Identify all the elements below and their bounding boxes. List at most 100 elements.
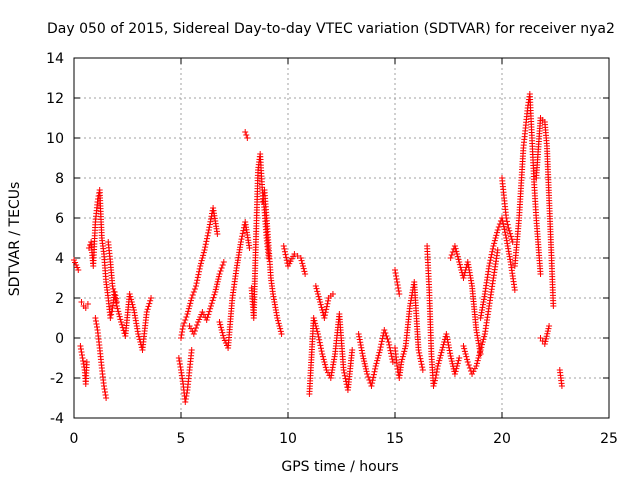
data-point	[135, 333, 142, 340]
data-point	[127, 293, 134, 300]
data-point	[371, 368, 378, 375]
data-point	[342, 375, 349, 382]
data-point	[323, 367, 330, 373]
data-point	[393, 273, 400, 279]
data-point	[323, 306, 330, 313]
data-point	[376, 349, 383, 356]
data-point	[203, 238, 210, 245]
data-point	[316, 296, 323, 303]
data-point	[374, 355, 381, 361]
y-axis-label: SDTVAR / TECUs	[7, 182, 23, 297]
data-point	[373, 360, 380, 367]
data-point	[358, 344, 365, 351]
data-point	[393, 276, 400, 282]
data-point	[394, 363, 401, 369]
data-point	[455, 256, 462, 263]
data-point	[207, 218, 214, 225]
data-point	[374, 357, 381, 364]
data-point	[101, 386, 108, 392]
data-point	[315, 293, 322, 300]
data-point	[355, 331, 362, 337]
data-point	[178, 335, 184, 341]
data-point	[460, 343, 467, 349]
data-point	[314, 288, 321, 295]
data-point	[364, 371, 371, 377]
data-point	[114, 305, 121, 312]
data-point	[419, 367, 426, 373]
data-point	[179, 329, 186, 335]
data-point	[491, 240, 498, 247]
data-point	[179, 326, 186, 332]
data-point	[102, 389, 109, 395]
data-point	[388, 353, 395, 360]
data-point	[475, 355, 482, 361]
data-point	[474, 360, 481, 367]
data-point	[384, 336, 391, 342]
data-point	[443, 333, 450, 340]
data-point	[239, 230, 246, 237]
data-point	[449, 249, 456, 255]
data-point	[211, 291, 218, 298]
data-point	[107, 315, 114, 321]
data-point	[377, 347, 384, 353]
data-point	[115, 308, 122, 315]
data-point	[80, 361, 87, 367]
data-point	[314, 328, 321, 335]
data-point	[214, 281, 221, 288]
data-point	[480, 336, 487, 343]
data-point	[187, 300, 194, 307]
data-point	[190, 289, 197, 295]
data-point	[392, 267, 398, 273]
data-point	[128, 299, 135, 305]
data-point	[192, 283, 199, 289]
data-point	[184, 311, 191, 317]
data-point	[469, 371, 476, 377]
data-point	[477, 347, 484, 353]
data-point	[204, 232, 211, 239]
data-point	[298, 257, 305, 264]
data-point	[111, 294, 118, 301]
data-point	[395, 285, 402, 291]
data-point	[200, 249, 207, 256]
data-point	[313, 325, 320, 332]
data-point	[78, 299, 85, 305]
data-point	[322, 364, 329, 371]
data-point	[112, 297, 119, 304]
data-point	[113, 300, 120, 307]
data-point	[206, 224, 213, 231]
data-point	[375, 352, 382, 359]
data-point	[359, 350, 366, 357]
data-point	[329, 291, 336, 297]
data-point	[445, 342, 452, 348]
data-point	[320, 356, 327, 363]
data-point	[417, 358, 424, 365]
data-point	[361, 358, 368, 365]
data-point	[454, 363, 461, 369]
data-point	[479, 341, 486, 348]
data-point	[456, 259, 463, 265]
data-point	[183, 393, 190, 399]
y-tick-label: -2	[50, 371, 64, 387]
data-point	[238, 236, 245, 243]
data-point	[537, 271, 544, 277]
data-point	[312, 323, 319, 329]
data-point	[190, 331, 197, 337]
data-point	[208, 300, 215, 307]
y-tick-label: 4	[55, 251, 64, 267]
data-point	[77, 343, 84, 349]
data-point	[282, 251, 289, 258]
data-point	[505, 225, 512, 231]
data-point	[382, 330, 389, 336]
data-point	[399, 356, 406, 363]
data-point	[487, 254, 494, 261]
data-point	[494, 229, 501, 236]
data-point	[202, 244, 209, 251]
data-point	[130, 304, 137, 311]
data-point	[207, 305, 214, 312]
data-point	[242, 129, 249, 135]
data-point	[207, 303, 214, 309]
data-point	[259, 199, 266, 205]
data-point	[378, 338, 385, 345]
x-tick-label: 15	[386, 431, 404, 447]
data-point	[92, 318, 99, 324]
